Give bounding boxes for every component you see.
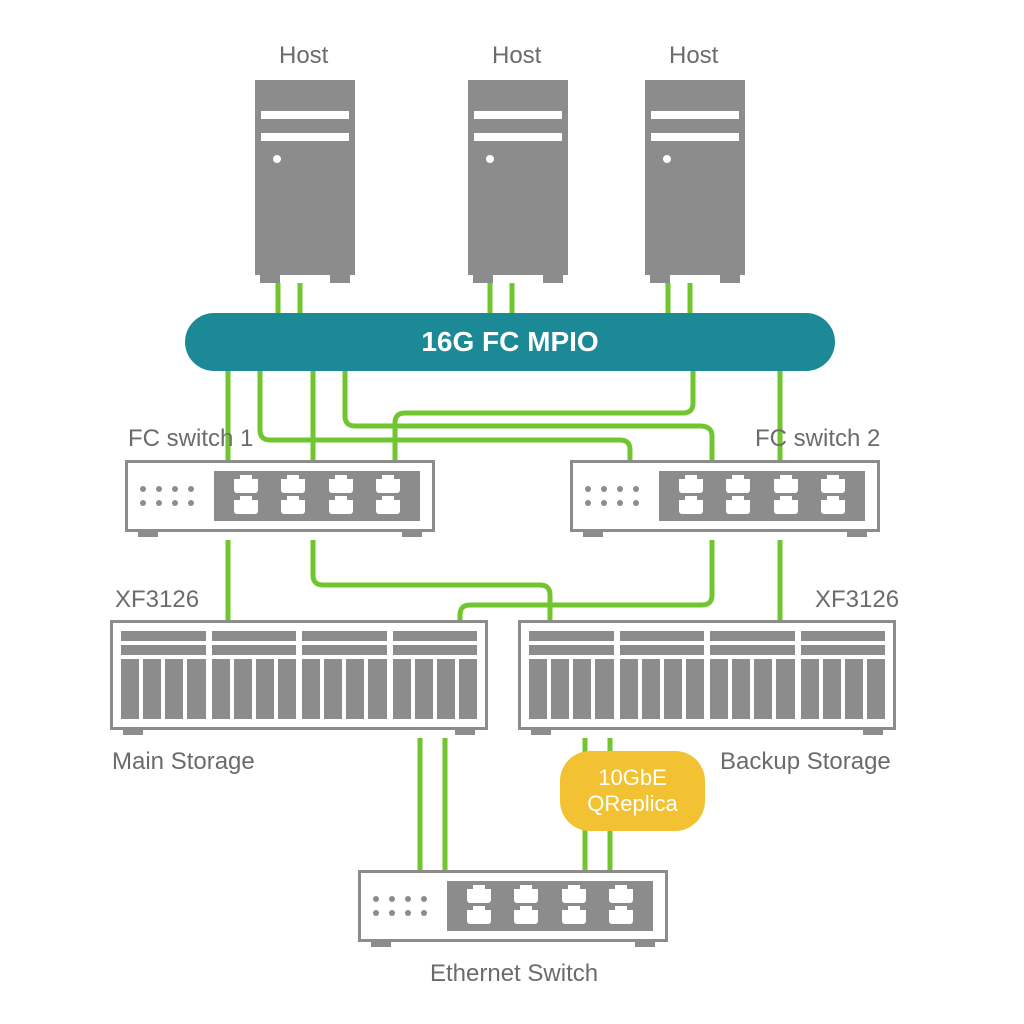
fc-switch: [125, 460, 435, 532]
port-icon: [467, 910, 491, 924]
ethernet-switch-label: Ethernet Switch: [430, 960, 598, 988]
port-icon: [514, 910, 538, 924]
host-server: [645, 80, 745, 275]
storage-array: [110, 620, 488, 730]
connection-wire: [345, 371, 712, 460]
port-icon: [562, 889, 586, 903]
storage-label: Backup Storage: [720, 748, 891, 776]
host-label: Host: [279, 42, 328, 70]
storage-array: [518, 620, 896, 730]
port-icon: [234, 479, 258, 493]
storage-model-label: XF3126: [115, 586, 199, 614]
port-icon: [281, 479, 305, 493]
port-icon: [562, 910, 586, 924]
port-icon: [234, 500, 258, 514]
port-icon: [609, 910, 633, 924]
port-icon: [726, 479, 750, 493]
host-label: Host: [492, 42, 541, 70]
fc-switch: [570, 460, 880, 532]
port-icon: [329, 500, 353, 514]
connection-wire: [395, 371, 693, 460]
fc-switch-label: FC switch 1: [128, 425, 253, 453]
port-icon: [329, 479, 353, 493]
connection-wire: [260, 371, 630, 460]
port-icon: [281, 500, 305, 514]
mpio-bar: 16G FC MPIO: [185, 313, 835, 371]
storage-label: Main Storage: [112, 748, 255, 776]
port-icon: [679, 500, 703, 514]
ethernet-switch: [358, 870, 668, 942]
port-icon: [514, 889, 538, 903]
port-icon: [821, 479, 845, 493]
port-icon: [376, 500, 400, 514]
port-icon: [774, 479, 798, 493]
host-label: Host: [669, 42, 718, 70]
storage-model-label: XF3126: [815, 586, 899, 614]
port-icon: [726, 500, 750, 514]
port-icon: [821, 500, 845, 514]
qreplica-badge: 10GbEQReplica: [560, 751, 705, 831]
port-icon: [609, 889, 633, 903]
badge-line: QReplica: [587, 791, 677, 817]
fc-switch-label: FC switch 2: [755, 425, 880, 453]
port-icon: [774, 500, 798, 514]
connection-wire: [313, 540, 550, 620]
port-icon: [679, 479, 703, 493]
connection-wire: [460, 540, 712, 620]
host-server: [255, 80, 355, 275]
port-icon: [376, 479, 400, 493]
host-server: [468, 80, 568, 275]
port-icon: [467, 889, 491, 903]
badge-line: 10GbE: [598, 765, 667, 791]
